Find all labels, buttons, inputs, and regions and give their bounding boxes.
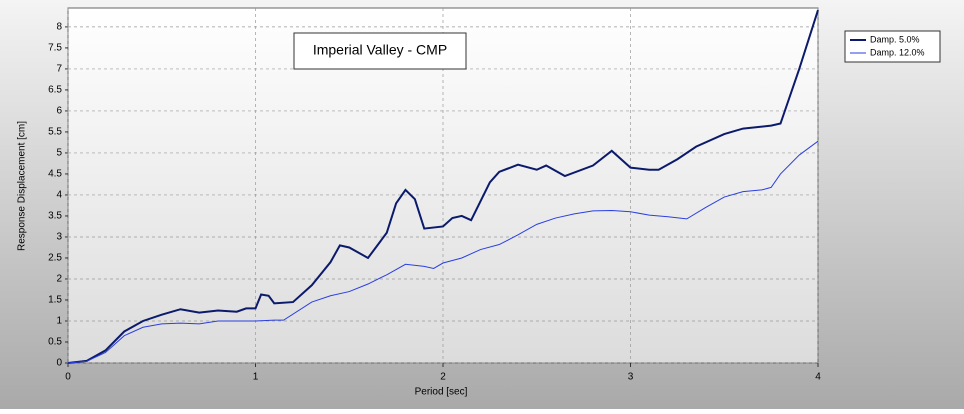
- y-tick-label: 2.5: [48, 253, 62, 264]
- title-box: [293, 32, 467, 70]
- y-tick-label: 2: [56, 274, 62, 285]
- y-tick-label: 7: [56, 64, 62, 75]
- data-line: [67, 9, 819, 364]
- x-tick-label: 4: [815, 372, 821, 383]
- x-tick-label: 2: [440, 372, 446, 383]
- y-tick-label: 8: [56, 22, 62, 33]
- y-tick-label: 3.5: [48, 211, 62, 222]
- x-tick-label: 3: [628, 372, 634, 383]
- y-tick-label: 6.5: [48, 85, 62, 96]
- y-tick-label: 7.5: [48, 43, 62, 54]
- y-tick-label: 0.5: [48, 337, 62, 348]
- chart-title: Imperial Valley - CMP: [313, 42, 447, 58]
- y-tick-label: 6: [56, 106, 62, 117]
- x-tick-label: 0: [65, 372, 71, 383]
- x-tick-label: 1: [253, 372, 259, 383]
- y-tick-label: 4.5: [48, 169, 62, 180]
- y-tick-label: 5: [56, 148, 62, 159]
- legend: [844, 30, 941, 63]
- legend-label: Damp. 12.0%: [870, 47, 925, 57]
- x-axis-title: Period [sec]: [415, 387, 468, 398]
- y-tick-label: 0: [56, 358, 62, 369]
- y-tick-label: 4: [56, 190, 62, 201]
- y-tick-label: 3: [56, 232, 62, 243]
- data-line: [67, 140, 819, 364]
- y-tick-label: 5.5: [48, 127, 62, 138]
- legend-label: Damp. 5.0%: [870, 34, 920, 44]
- y-axis-title: Response Displacement [cm]: [17, 121, 28, 251]
- y-tick-label: 1.5: [48, 295, 62, 306]
- y-tick-label: 1: [56, 316, 62, 327]
